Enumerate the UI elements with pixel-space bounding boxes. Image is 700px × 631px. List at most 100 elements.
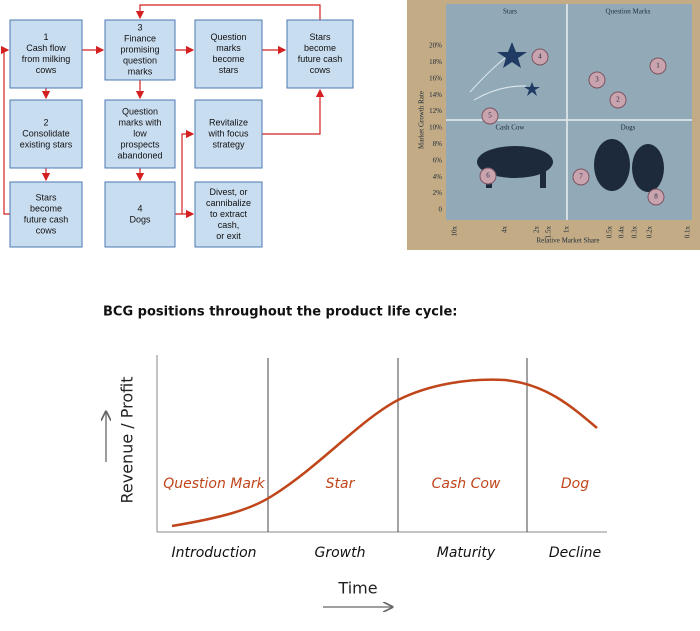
flow-box-text: Stars <box>35 192 57 202</box>
flow-box-text: marks <box>128 66 153 76</box>
y-axis-label: Market Growth Rate <box>418 91 426 149</box>
product-marker-label: 1 <box>656 62 660 70</box>
flow-box <box>194 99 263 169</box>
flow-box <box>194 19 263 89</box>
flow-box-text: Revitalize <box>209 117 248 127</box>
product-marker <box>649 57 667 75</box>
x-axis-label: Relative Market Share <box>537 237 600 245</box>
product-marker <box>531 48 549 66</box>
y-axis-label: Revenue / Profit <box>118 377 137 504</box>
flow-box-text: strategy <box>212 139 245 149</box>
dog-icon <box>632 144 664 192</box>
stage-label: Dog <box>561 476 589 492</box>
flow-box-text: from milking <box>22 54 71 64</box>
flow-box <box>286 19 354 89</box>
product-marker-label: 4 <box>538 53 542 61</box>
flow-box-text: question <box>123 55 157 65</box>
y-tick-label: 20% <box>429 42 442 50</box>
star-icon <box>524 82 540 96</box>
product-marker <box>572 168 590 186</box>
cow-icon <box>477 146 553 178</box>
flow-box <box>104 19 176 81</box>
flow-box-text: 1 <box>43 32 48 42</box>
flow-box-text: marks with <box>118 117 161 127</box>
quadrant-label: Question Marks <box>606 8 651 16</box>
product-marker-label: 5 <box>488 112 492 120</box>
flow-box-text: become <box>304 43 336 53</box>
chart-title: BCG positions throughout the product lif… <box>103 305 458 320</box>
product-marker <box>647 188 665 206</box>
flow-box-text: Dogs <box>129 214 151 224</box>
flow-box-text: with focus <box>207 128 249 138</box>
flow-box-text: cows <box>36 65 57 75</box>
flow-box <box>194 181 263 248</box>
flow-box-text: Consolidate <box>22 128 70 138</box>
y-tick-label: 4% <box>433 173 443 181</box>
dog-icon <box>594 139 630 191</box>
flow-box-text: future cash <box>24 214 69 224</box>
flow-box-text: cows <box>36 225 57 235</box>
cow-icon <box>540 168 546 188</box>
flow-box <box>9 99 83 169</box>
x-tick-label: 1.5x <box>545 226 553 239</box>
quadrant-label: Dogs <box>621 124 636 132</box>
flow-box-text: cash, <box>218 220 240 230</box>
y-tick-label: 6% <box>433 156 443 164</box>
flow-box-text: cows <box>310 65 331 75</box>
quadrant-label: Cash Cow <box>496 124 526 132</box>
flow-box-text: abandoned <box>117 150 162 160</box>
stage-label: Question Mark <box>163 476 265 492</box>
y-tick-label: 18% <box>429 58 442 66</box>
flow-box-text: existing stars <box>20 139 73 149</box>
y-tick-label: 14% <box>429 91 442 99</box>
y-tick-label: 0 <box>439 206 443 214</box>
flow-box-text: 2 <box>43 117 48 127</box>
y-tick-label: 12% <box>429 107 442 115</box>
product-marker <box>609 91 627 109</box>
phase-label: Growth <box>315 545 366 561</box>
flow-box <box>104 181 176 248</box>
phase-label: Maturity <box>437 545 496 561</box>
stage-label: Cash Cow <box>432 476 501 492</box>
y-tick-label: 10% <box>429 124 442 132</box>
flow-box-text: or exit <box>216 231 241 241</box>
x-tick-label: 10x <box>451 226 459 237</box>
flow-box-text: cannibalize <box>206 198 251 208</box>
product-marker <box>588 71 606 89</box>
product-marker-label: 3 <box>595 76 599 84</box>
product-marker <box>481 107 499 125</box>
product-marker-label: 7 <box>579 173 583 181</box>
flow-box <box>9 181 83 248</box>
y-tick-label: 8% <box>433 140 443 148</box>
star-icon <box>497 42 527 68</box>
flow-box-text: Question <box>122 106 158 116</box>
flow-box-text: Question <box>210 32 246 42</box>
y-tick-label: 16% <box>429 74 442 82</box>
flow-box-text: prospects <box>120 139 160 149</box>
flow-box-text: Stars <box>309 32 331 42</box>
x-tick-label: 0.2x <box>646 226 654 239</box>
x-tick-label: 0.3x <box>631 226 639 239</box>
flow-box <box>104 99 176 169</box>
flow-arrows <box>0 4 325 219</box>
flow-box-text: Finance <box>124 33 156 43</box>
flow-box-text: marks <box>216 43 241 53</box>
product-marker-label: 8 <box>654 193 658 201</box>
product-marker-label: 6 <box>486 172 490 180</box>
x-tick-label: 0.1x <box>684 226 692 239</box>
flow-box-text: future cash <box>298 54 343 64</box>
flow-box <box>9 19 83 89</box>
flow-box-text: low <box>133 128 147 138</box>
flow-box-text: 3 <box>137 22 142 32</box>
flow-box-text: Cash flow <box>26 43 66 53</box>
quadrant-label: Stars <box>503 8 517 16</box>
y-tick-label: 2% <box>433 189 443 197</box>
x-tick-label: 2x <box>533 226 541 234</box>
x-tick-label: 4x <box>501 226 509 234</box>
flow-box-text: to extract <box>210 209 248 219</box>
x-tick-label: 1x <box>563 226 571 234</box>
flow-box-text: become <box>30 203 62 213</box>
stage-label: Star <box>326 476 356 492</box>
